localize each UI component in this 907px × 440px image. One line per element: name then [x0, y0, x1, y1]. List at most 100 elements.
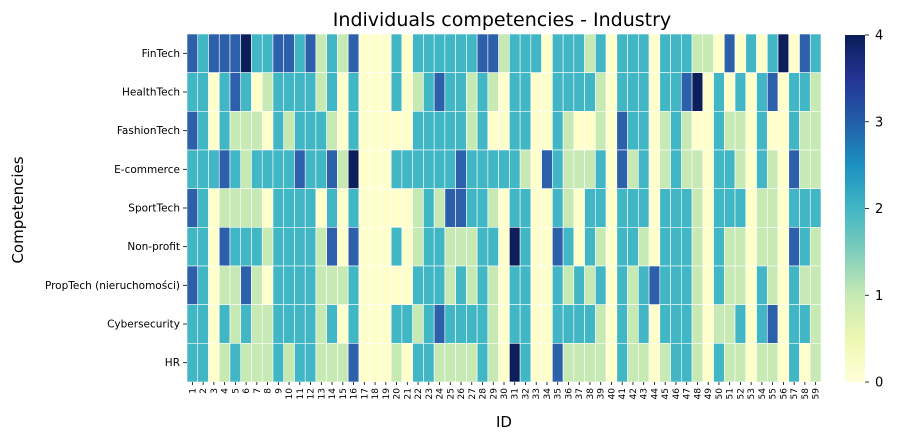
heatmap-cell: [530, 33, 542, 73]
heatmap-cell: [530, 304, 542, 344]
heatmap-cell: [390, 111, 403, 151]
heatmap-cell: [595, 188, 607, 228]
heatmap-cell: [283, 304, 295, 344]
heatmap-cell: [691, 304, 704, 344]
heatmap-cell: [412, 188, 424, 228]
heatmap-cell: [584, 72, 596, 112]
heatmap-cell: [390, 33, 403, 73]
heatmap-cell: [627, 343, 639, 383]
heatmap-cell: [315, 227, 327, 267]
heatmap-cell: [412, 304, 424, 344]
heatmap-cell: [315, 72, 327, 112]
y-tick-label: FinTech: [142, 48, 180, 60]
heatmap-cell: [315, 188, 327, 228]
heatmap-cell: [423, 265, 435, 305]
heatmap-cell: [573, 343, 585, 383]
heatmap-cell: [315, 265, 327, 305]
heatmap-cell: [240, 188, 252, 228]
heatmap-cell: [433, 111, 446, 151]
heatmap-cell: [444, 149, 456, 189]
heatmap-cell: [670, 227, 682, 267]
x-tick-label: 7: [253, 388, 263, 394]
heatmap-cell: [552, 111, 564, 151]
heatmap-cell: [455, 33, 467, 73]
heatmap-cell: [433, 343, 446, 383]
heatmap-cell: [433, 188, 446, 228]
heatmap-cell: [326, 265, 338, 305]
x-tick-label: 42: [629, 388, 639, 399]
heatmap-cell: [272, 265, 285, 305]
heatmap-cell: [788, 227, 800, 267]
heatmap-cell: [788, 111, 800, 151]
heatmap-cell: [218, 149, 231, 189]
heatmap-cell: [595, 304, 607, 344]
heatmap-cell: [766, 265, 779, 305]
heatmap-cell: [466, 343, 478, 383]
heatmap-cell: [444, 265, 456, 305]
heatmap-cell: [519, 227, 532, 267]
heatmap-cell: [380, 227, 392, 267]
heatmap-cell: [562, 227, 575, 267]
heatmap-cell: [659, 33, 671, 73]
heatmap-cell: [605, 149, 618, 189]
x-tick-label: 41: [618, 388, 628, 399]
heatmap-cell: [509, 33, 521, 73]
heatmap-cell: [638, 227, 650, 267]
heatmap-cell: [670, 149, 682, 189]
heatmap-cell: [498, 111, 510, 151]
heatmap-cell: [509, 72, 521, 112]
heatmap-cell: [519, 265, 532, 305]
heatmap-cell: [197, 33, 209, 73]
heatmap-cell: [358, 265, 370, 305]
heatmap-cell: [723, 188, 736, 228]
heatmap-cell: [562, 111, 575, 151]
heatmap-cell: [283, 149, 295, 189]
heatmap-cell: [401, 149, 413, 189]
heatmap-cell: [401, 265, 413, 305]
heatmap-cell: [283, 33, 295, 73]
heatmap-cell: [229, 111, 242, 151]
heatmap-cell: [455, 343, 467, 383]
x-tick-label: 46: [672, 388, 682, 400]
heatmap-cell: [433, 265, 446, 305]
x-axis-ticks: 1 2 3 4 5 6 7 8 9 10 11 12 13 14 15 16 17 18 19 20 21 22 23 24 2…: [188, 382, 822, 400]
heatmap-cell: [638, 72, 650, 112]
heatmap-cell: [605, 188, 618, 228]
heatmap-cell: [251, 33, 263, 73]
heatmap-cell: [218, 188, 231, 228]
heatmap-cell: [573, 111, 585, 151]
heatmap-cell: [412, 265, 424, 305]
heatmap-cell: [197, 111, 209, 151]
x-tick-label: 12: [307, 388, 317, 399]
heatmap-cell: [487, 33, 499, 73]
heatmap-cell: [723, 304, 736, 344]
heatmap-cell: [433, 33, 446, 73]
heatmap-cell: [326, 188, 338, 228]
heatmap-cell: [476, 304, 489, 344]
x-tick-label: 9: [274, 388, 284, 394]
heatmap-cell: [541, 304, 553, 344]
heatmap-cell: [509, 149, 521, 189]
heatmap-cell: [638, 304, 650, 344]
heatmap-cell: [304, 188, 317, 228]
heatmap-cell: [681, 304, 693, 344]
heatmap-cell: [304, 33, 317, 73]
heatmap-cell: [595, 265, 607, 305]
heatmap-cell: [369, 227, 381, 267]
heatmap-cell: [713, 304, 725, 344]
heatmap-cell: [218, 343, 231, 383]
heatmap-cell: [186, 304, 199, 344]
colorbar-tick-label: 4: [875, 29, 883, 44]
heatmap-cell: [272, 227, 285, 267]
heatmap-cell: [562, 188, 575, 228]
heatmap-cell: [766, 33, 779, 73]
heatmap-cell: [294, 111, 306, 151]
heatmap-cell: [799, 304, 811, 344]
heatmap-cell: [584, 227, 596, 267]
x-tick-label: 20: [393, 388, 403, 400]
heatmap-cell: [562, 265, 575, 305]
heatmap-cell: [347, 304, 360, 344]
heatmap-cell: [498, 188, 510, 228]
heatmap-cell: [498, 72, 510, 112]
heatmap-cell: [444, 304, 456, 344]
